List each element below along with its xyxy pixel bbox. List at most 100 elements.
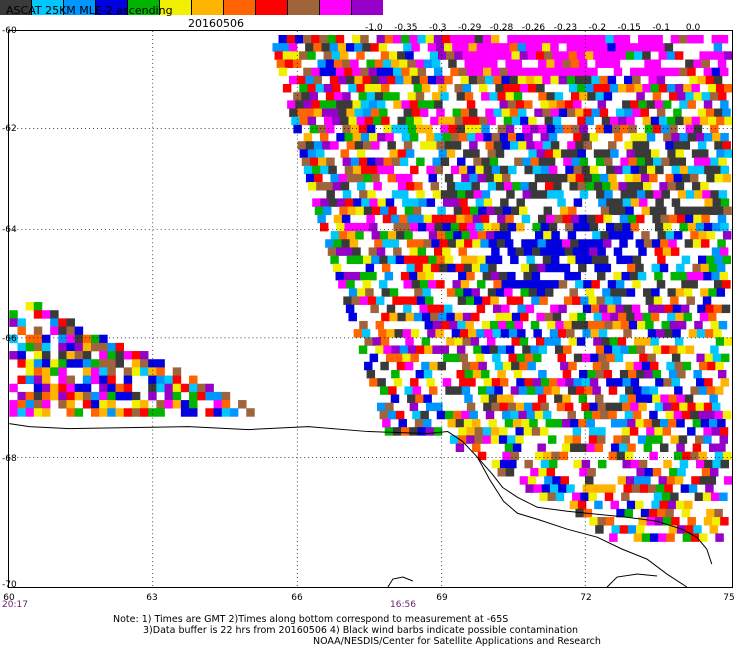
data-cell <box>599 43 608 52</box>
data-cell <box>352 133 362 142</box>
data-cell <box>710 345 719 354</box>
data-cell <box>536 312 545 322</box>
data-cell <box>495 312 505 322</box>
data-cell <box>523 427 533 436</box>
data-cell <box>376 247 386 256</box>
data-cell <box>439 239 449 248</box>
data-cell <box>508 353 517 363</box>
data-cell <box>415 239 424 248</box>
data-cell <box>619 443 628 452</box>
data-cell <box>573 165 582 175</box>
data-cell <box>319 100 329 109</box>
data-cell <box>546 214 555 224</box>
data-cell <box>320 165 329 175</box>
data-cell <box>488 239 498 248</box>
data-cell <box>646 517 656 526</box>
data-cell <box>664 484 673 493</box>
data-cell <box>391 59 400 68</box>
data-cell <box>435 304 445 314</box>
data-cell <box>662 247 672 256</box>
data-cell <box>634 182 644 191</box>
colorbar-label: -0.15 <box>617 23 641 33</box>
data-cell <box>58 391 67 401</box>
data-cell <box>455 182 464 191</box>
data-cell <box>526 141 535 150</box>
data-cell <box>602 182 611 191</box>
data-cell <box>416 345 425 354</box>
data-cell <box>626 500 636 510</box>
data-cell <box>634 312 643 322</box>
data-cell <box>495 182 505 191</box>
data-cell <box>614 198 623 207</box>
data-cell <box>583 255 593 265</box>
data-cell <box>501 141 511 150</box>
data-cell <box>714 141 723 150</box>
data-cell <box>504 288 513 297</box>
data-cell <box>384 271 394 281</box>
data-cell <box>721 304 731 314</box>
data-cell <box>722 451 732 461</box>
data-cell <box>148 383 157 393</box>
data-cell <box>544 312 554 322</box>
data-cell <box>569 312 578 322</box>
data-cell <box>348 312 357 322</box>
data-cell <box>441 34 451 44</box>
data-cell <box>683 84 692 93</box>
data-cell <box>719 435 729 444</box>
data-cell <box>148 408 157 417</box>
data-cell <box>592 410 601 420</box>
data-cell <box>340 149 349 158</box>
data-cell <box>463 149 472 158</box>
data-cell <box>678 435 688 444</box>
data-cell <box>504 239 514 248</box>
data-cell <box>288 43 298 52</box>
data-cell <box>361 165 370 175</box>
data-cell <box>538 369 547 379</box>
data-cell <box>342 190 352 199</box>
data-cell <box>463 288 472 297</box>
data-cell <box>513 59 523 68</box>
data-cell <box>614 353 624 363</box>
data-cell <box>362 141 372 150</box>
data-cell <box>445 386 454 395</box>
data-cell <box>548 67 557 77</box>
data-cell <box>526 255 535 265</box>
data-cell <box>687 222 697 232</box>
data-cell <box>603 345 613 354</box>
data-cell <box>414 182 423 191</box>
data-cell <box>564 34 573 44</box>
data-cell <box>286 34 296 44</box>
data-cell <box>618 288 627 297</box>
data-cell <box>554 92 564 101</box>
data-cell <box>460 75 470 85</box>
data-cell <box>625 51 635 60</box>
data-cell <box>469 410 478 420</box>
data-cell <box>547 320 556 330</box>
data-cell <box>693 369 702 379</box>
data-cell <box>324 182 333 191</box>
data-cell <box>33 383 43 393</box>
data-cell <box>323 84 333 93</box>
data-cell <box>538 92 547 101</box>
data-cell <box>501 75 510 85</box>
data-cell <box>510 206 520 216</box>
data-cell <box>633 361 643 371</box>
data-cell <box>582 484 592 493</box>
data-cell <box>9 408 18 417</box>
data-cell <box>409 402 419 412</box>
data-cell <box>677 320 687 330</box>
data-cell <box>621 271 630 281</box>
data-cell <box>383 124 392 134</box>
data-cell <box>410 378 419 387</box>
data-cell <box>450 165 460 175</box>
data-cell <box>359 296 369 305</box>
data-cell <box>613 271 622 281</box>
data-cell <box>379 255 388 265</box>
data-cell <box>511 312 521 322</box>
data-cell <box>458 133 468 142</box>
data-cell <box>17 326 26 336</box>
data-cell <box>326 190 335 199</box>
data-cell <box>392 34 402 44</box>
data-cell <box>715 84 725 93</box>
data-cell <box>404 206 414 216</box>
